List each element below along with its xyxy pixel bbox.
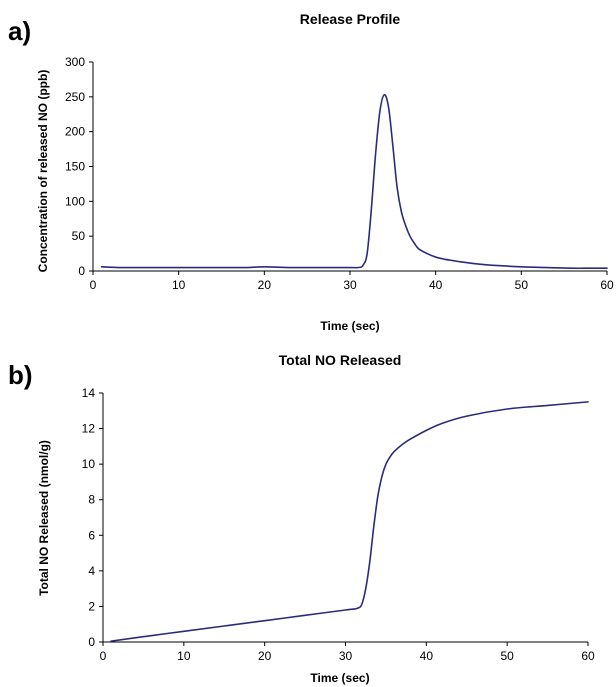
x-tick-label: 60 [600,278,614,292]
y-tick-label: 8 [88,493,95,507]
y-tick-label: 150 [65,160,85,174]
y-tick-label: 14 [82,386,96,400]
chart-total-no-released: b) Total NO Released Total NO Released (… [8,352,595,685]
y-tick-label: 100 [65,194,85,208]
y-tick-label: 50 [72,229,86,243]
y-tick-label: 12 [82,422,96,436]
x-tick-label: 60 [581,649,595,663]
y-tick-label: 250 [65,90,85,104]
chart-release-profile: a) Release Profile Concentration of rele… [8,11,614,333]
series-line [100,93,608,270]
x-tick-label: 0 [90,278,97,292]
y-tick-label: 0 [78,264,85,278]
y-tick-label: 6 [88,528,95,542]
x-tick-label: 10 [172,278,186,292]
y-tick-label: 2 [88,599,95,613]
chart-title: Release Profile [300,11,401,27]
y-tick-label: 300 [65,55,85,69]
x-tick-label: 20 [258,649,272,663]
panel-label-b: b) [8,360,33,390]
y-tick-label: 10 [82,457,96,471]
x-tick-label: 40 [429,278,443,292]
y-tick-label: 0 [88,635,95,649]
x-tick-label: 50 [515,278,529,292]
x-axis-title: Time (sec) [310,671,369,685]
series-line [110,401,589,642]
x-tick-label: 20 [258,278,272,292]
panel-label-a: a) [8,16,31,46]
x-tick-label: 30 [339,649,353,663]
y-tick-label: 4 [88,564,95,578]
x-tick-label: 10 [177,649,191,663]
x-axis-title: Time (sec) [320,319,379,333]
y-axis-title: Concentration of released NO (ppb) [36,70,50,273]
x-tick-label: 0 [100,649,107,663]
x-tick-label: 50 [500,649,514,663]
x-tick-label: 40 [420,649,434,663]
x-tick-label: 30 [343,278,357,292]
chart-title: Total NO Released [279,352,402,368]
y-tick-label: 200 [65,125,85,139]
y-axis-title: Total NO Released (nmol/g) [37,440,51,596]
